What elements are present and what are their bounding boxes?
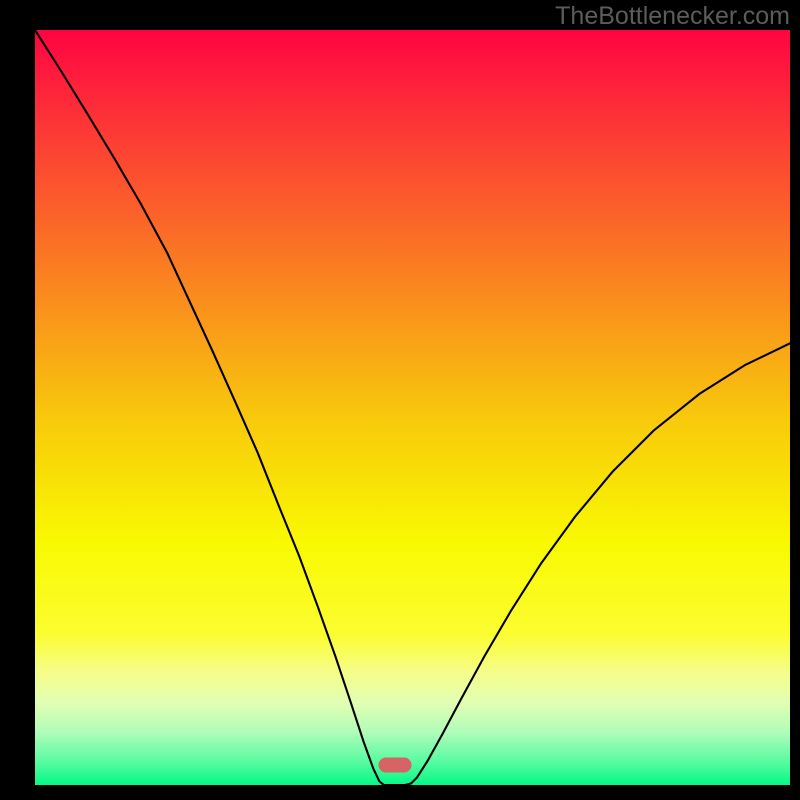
bottleneck-marker (379, 757, 412, 772)
watermark-text: TheBottlenecker.com (555, 2, 790, 31)
bottleneck-curve (35, 30, 790, 785)
chart-frame: TheBottlenecker.com (0, 0, 800, 800)
plot-area (35, 30, 790, 767)
